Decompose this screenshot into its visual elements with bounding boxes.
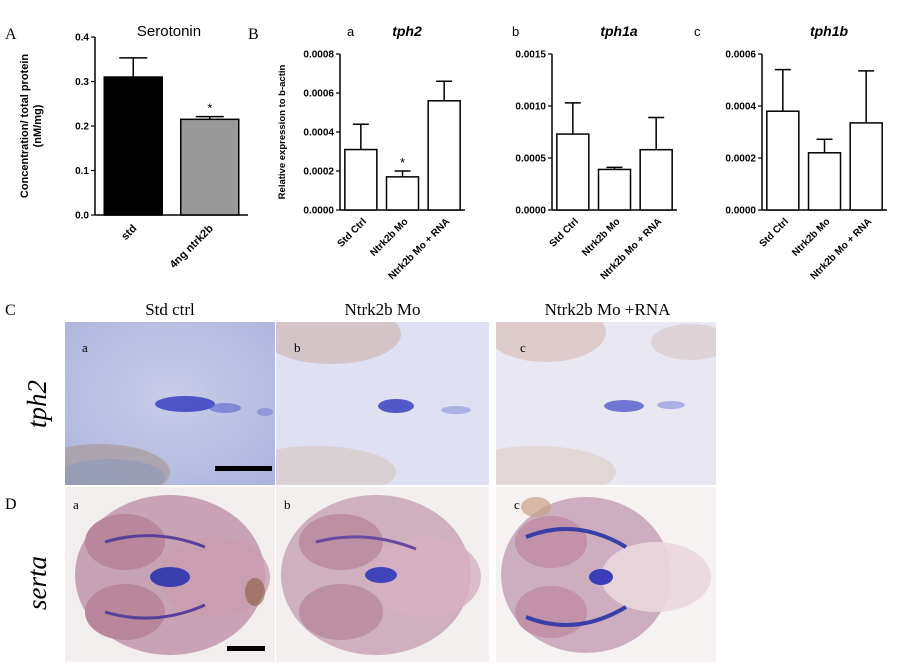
y-tick-label: 0.0005: [515, 154, 546, 165]
bar: [556, 133, 590, 211]
row-label-tph2: tph2: [22, 379, 52, 428]
column-title-std-ctrl: Std ctrl: [145, 300, 195, 319]
y-tick-label: 0.0000: [303, 206, 334, 217]
y-tick-label: 0.3: [75, 77, 89, 88]
y-tick-label: 0.1: [75, 166, 89, 177]
y-tick-label: 0.0004: [303, 128, 334, 139]
sub-letter-cb: b: [294, 340, 301, 355]
chart-title: Serotonin: [137, 23, 201, 40]
sub-panel-letter: a: [347, 24, 355, 39]
significance-star: *: [400, 155, 405, 170]
bar: [639, 148, 673, 211]
micrograph-tph2-std-ctrl: a: [65, 322, 275, 485]
scale-bar-d: [227, 646, 265, 651]
serotonin-chart: Serotonin 0.0 0.1 0.2 0.3 0.4 Concentration/ t…: [19, 23, 248, 271]
bar: [849, 122, 883, 211]
scale-bar-c: [215, 466, 272, 471]
bar: [807, 152, 842, 211]
panel-letter-a: A: [5, 26, 17, 43]
y-tick-label: 0.0006: [303, 89, 334, 100]
sub-panel-letter: b: [512, 24, 519, 39]
y-tick-label: 0.0010: [515, 102, 546, 113]
sub-letter-db: b: [284, 497, 291, 512]
y-tick-label: 0.0015: [515, 50, 546, 61]
tph1b-chart: tph1b c 0.0000 0.0002 0.0004 0.0006 Std Ctrl Nt…: [694, 23, 887, 282]
y-tick-label: 0.0002: [725, 154, 756, 165]
sub-panel-letter: c: [694, 24, 701, 39]
y-axis-label: Concentration/ total protein(nM/mg): [19, 54, 44, 199]
panel-letter-d: D: [5, 496, 17, 513]
column-title-ntrk2b-mo-rna: Ntrk2b Mo +RNA: [544, 300, 671, 319]
x-tick-label: Std Ctrl: [336, 216, 369, 249]
chart-title: tph1b: [810, 23, 849, 39]
y-tick-label: 0.0: [75, 211, 89, 222]
y-tick-label: 0.0006: [725, 50, 756, 61]
y-tick-label: 0.0004: [725, 102, 756, 113]
bar: [344, 148, 378, 211]
row-label-serta: serta: [22, 556, 52, 610]
panel-letter-c: C: [5, 302, 16, 319]
x-tick-label: Ntrk2b Mo: [368, 216, 410, 258]
bar: [180, 118, 240, 216]
bar: [103, 76, 163, 216]
micrograph-serta-ntrk2b-mo: b: [276, 487, 489, 662]
chart-title: tph2: [392, 23, 422, 39]
y-tick-label: 0.0000: [515, 206, 546, 217]
bar: [766, 110, 800, 211]
y-tick-label: 0.0008: [303, 50, 334, 61]
micrograph-tph2-ntrk2b-mo: b: [276, 322, 489, 485]
tph1a-chart: tph1a b 0.0000 0.0005 0.0010 0.0015 Std Ctrl Nt…: [512, 23, 677, 282]
micrograph-serta-ntrk2b-mo-rna: c: [496, 487, 716, 662]
column-title-ntrk2b-mo: Ntrk2b Mo: [344, 300, 421, 319]
x-tick-label: Std Ctrl: [758, 216, 791, 249]
y-axis-label: Relative expression to b-actin: [277, 64, 288, 199]
x-tick-label: std: [119, 223, 139, 243]
y-tick-label: 0.0002: [303, 167, 334, 178]
sub-letter-ca: a: [82, 340, 88, 355]
x-tick-label: Std Ctrl: [548, 216, 581, 249]
bar: [597, 168, 632, 211]
y-tick-label: 0.4: [75, 33, 89, 44]
sub-letter-da: a: [73, 497, 79, 512]
bar: [427, 100, 461, 211]
y-tick-label: 0.2: [75, 122, 89, 133]
x-tick-label: 4ng ntrk2b: [168, 222, 216, 270]
chart-title: tph1a: [600, 23, 638, 39]
panel-letter-b: B: [248, 26, 259, 43]
y-tick-label: 0.0000: [725, 206, 756, 217]
bar: [385, 176, 420, 211]
x-tick-label: Ntrk2b Mo: [790, 216, 832, 258]
micrograph-serta-std-ctrl: a: [65, 487, 275, 662]
significance-star: *: [207, 101, 212, 116]
x-tick-label: Ntrk2b Mo: [580, 216, 622, 258]
tph2-chart: tph2 a 0.0000 0.0002 0.0004 0.0006 0.0008 Relat…: [277, 23, 465, 282]
sub-letter-cc: c: [520, 340, 526, 355]
micrograph-tph2-ntrk2b-mo-rna: c: [496, 322, 716, 485]
sub-letter-dc: c: [514, 497, 520, 512]
